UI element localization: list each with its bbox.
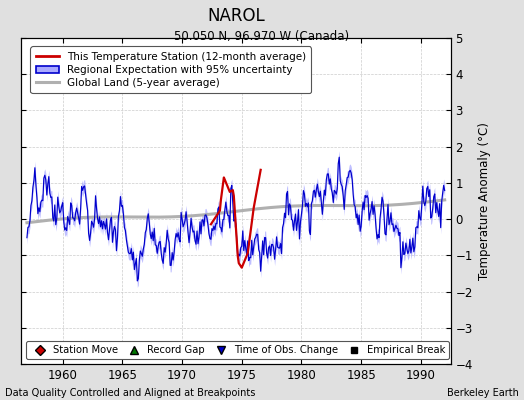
Text: 50.050 N, 96.970 W (Canada): 50.050 N, 96.970 W (Canada)	[174, 30, 350, 43]
Title: NAROL: NAROL	[207, 7, 265, 25]
Y-axis label: Temperature Anomaly (°C): Temperature Anomaly (°C)	[478, 122, 492, 280]
Text: Berkeley Earth: Berkeley Earth	[447, 388, 519, 398]
Legend: Station Move, Record Gap, Time of Obs. Change, Empirical Break: Station Move, Record Gap, Time of Obs. C…	[26, 341, 449, 359]
Text: Data Quality Controlled and Aligned at Breakpoints: Data Quality Controlled and Aligned at B…	[5, 388, 256, 398]
